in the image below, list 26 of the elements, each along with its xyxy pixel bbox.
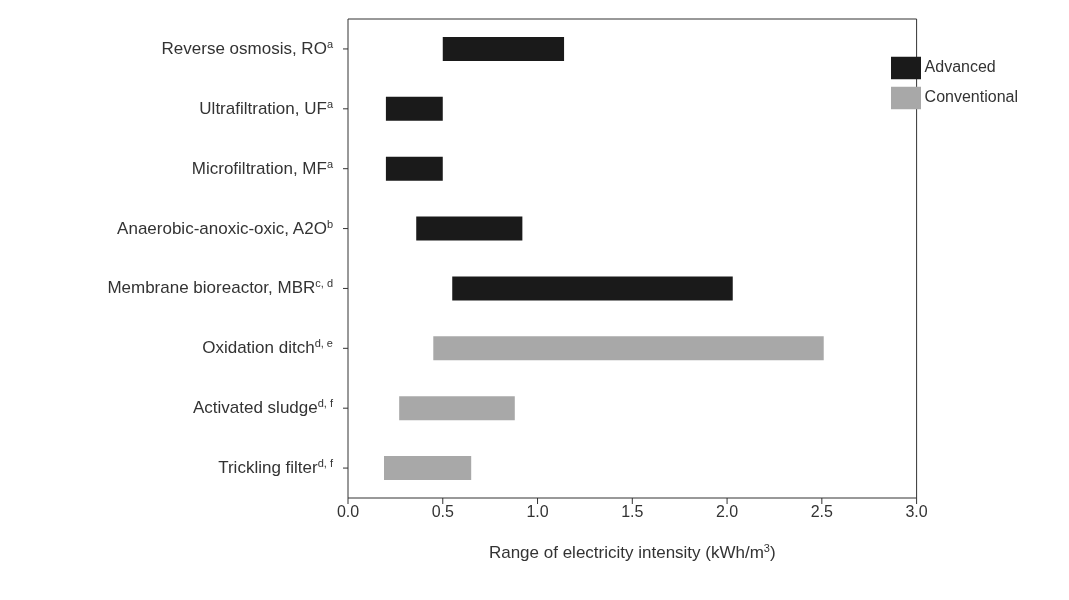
- x-tick-label: 3.0: [905, 503, 928, 521]
- x-axis-title: Range of electricity intensity (kWh/m$^{3}$): [488, 542, 776, 562]
- x-tick-label: 0.5: [431, 503, 454, 521]
- y-tick-label: Activated sludge$^{d, f}$: [192, 397, 334, 418]
- bar: [452, 276, 733, 301]
- y-tick-label: Oxidation ditch$^{d, e}$: [202, 337, 333, 358]
- y-tick-label: Reverse osmosis, RO$^{a}$: [161, 37, 334, 58]
- y-tick-label: Trickling filter$^{d, f}$: [218, 457, 334, 478]
- bar: [399, 396, 515, 421]
- y-tick-label: Anaerobic-anoxic-oxic, A2O$^{b}$: [117, 217, 333, 238]
- y-tick-label: Microfiltration, MF$^{a}$: [191, 157, 334, 178]
- y-tick-label: Membrane bioreactor, MBR$^{c, d}$: [107, 277, 333, 298]
- x-tick-label: 2.5: [810, 503, 834, 521]
- x-tick-label: 2.0: [715, 503, 739, 521]
- x-tick-label: 0.0: [336, 503, 360, 521]
- bar: [433, 336, 824, 361]
- bar: [385, 156, 443, 181]
- bar: [385, 96, 443, 121]
- bar: [416, 216, 523, 241]
- y-tick-label: Ultrafiltration, UF$^{a}$: [199, 97, 334, 118]
- legend-label: Conventional: [924, 88, 1018, 106]
- bar: [442, 36, 565, 61]
- legend-label: Advanced: [924, 58, 996, 76]
- bar: [384, 456, 472, 481]
- x-tick-label: 1.0: [526, 503, 549, 521]
- x-tick-label: 1.5: [621, 503, 644, 521]
